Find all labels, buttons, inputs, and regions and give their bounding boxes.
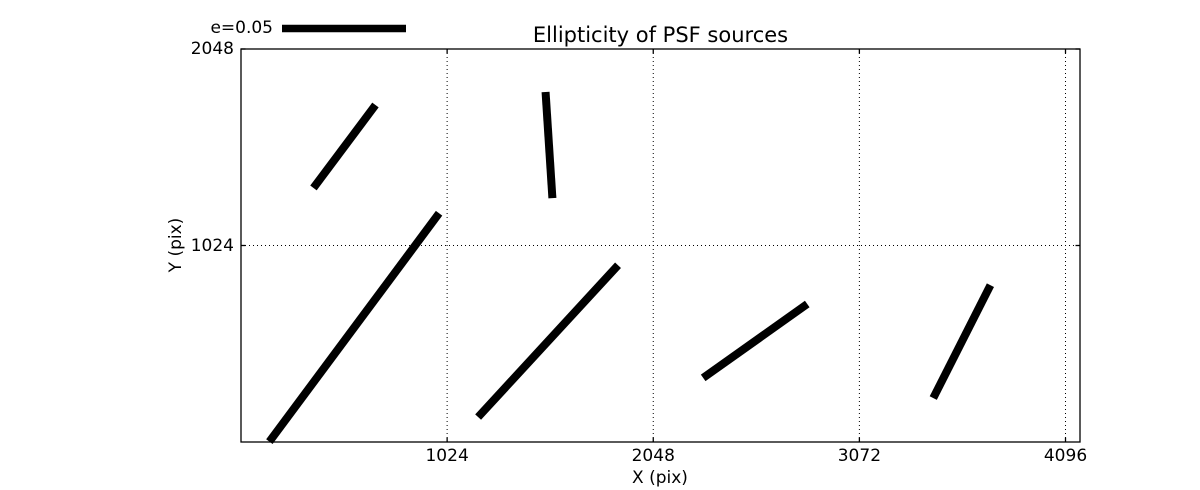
ellipticity-stick-3 [266,210,443,445]
y-tick-label-1024: 1024 [190,235,234,256]
ellipticity-stick-5 [700,300,810,382]
ellipticity-stick-1 [310,102,379,191]
x-tick-label-3072: 3072 [837,446,882,466]
x-tick-label-1024: 1024 [425,446,469,466]
ellipticity-stick-6 [929,283,994,400]
chart-title: Ellipticity of PSF sources [532,23,789,47]
x-axis-label: X (pix) [632,468,688,488]
ellipticity-stick-2 [541,91,557,199]
x-tick-label-2048: 2048 [631,446,675,466]
y-tick-label-2048: 2048 [190,39,234,59]
legend-label: e=0.05 [210,18,273,38]
ellipticity-stick-4 [475,262,621,420]
axes-frame [240,48,1081,443]
x-tick-label-4096: 4096 [1043,446,1088,466]
y-axis-label: Y (pix) [166,217,186,273]
